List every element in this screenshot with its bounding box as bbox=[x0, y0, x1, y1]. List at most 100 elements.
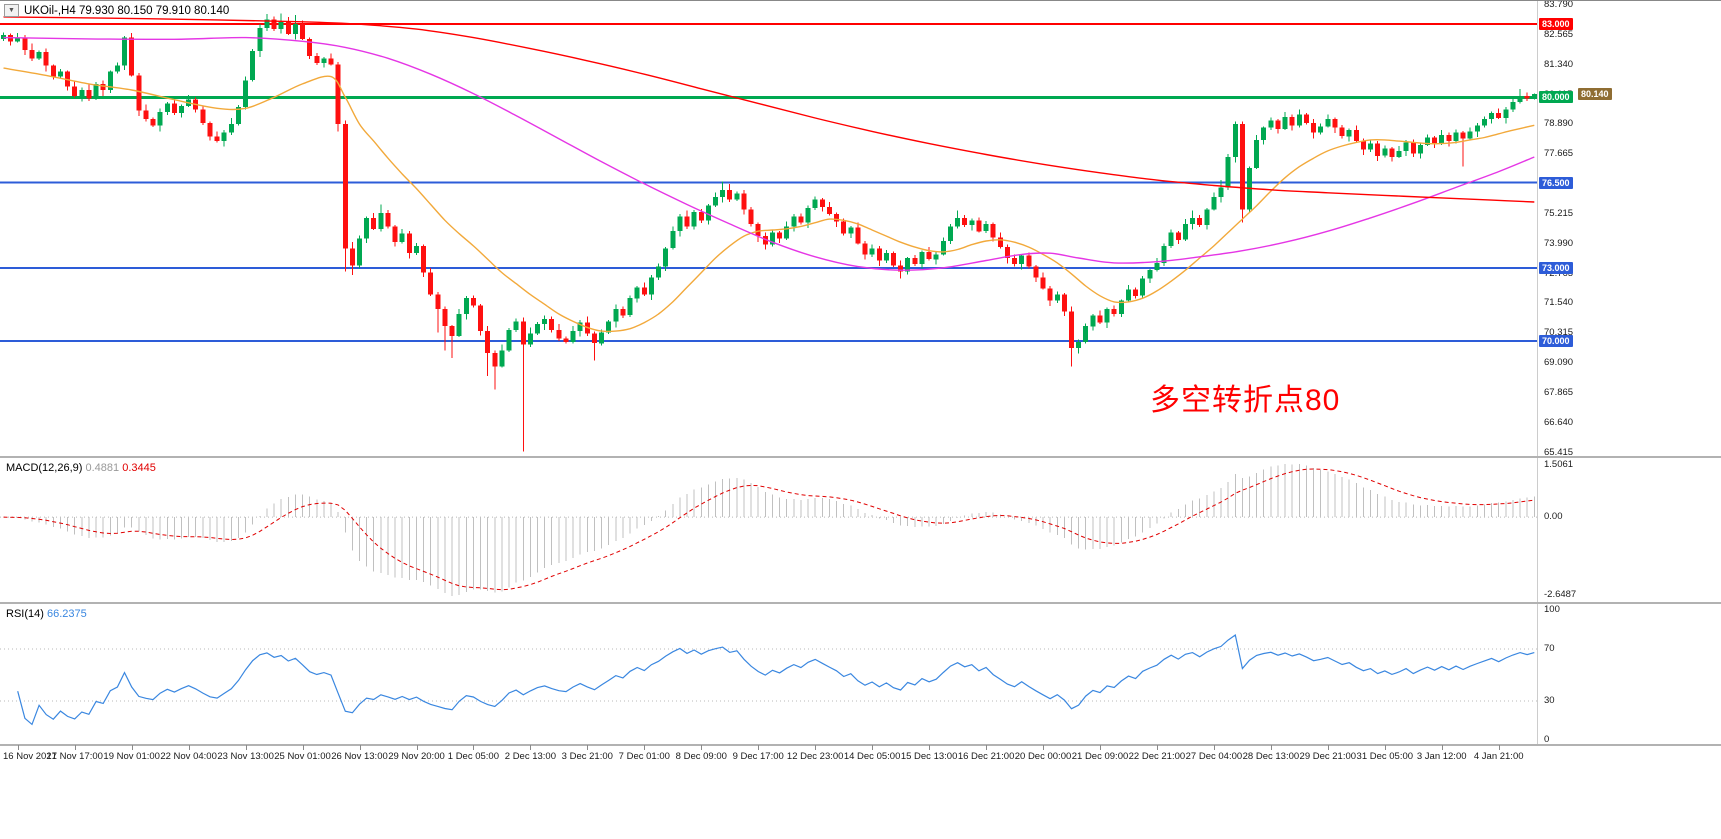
time-label: 2 Dec 13:00 bbox=[504, 751, 557, 762]
price-tick: 73.990 bbox=[1544, 237, 1574, 249]
price-tag-70.000: 70.000 bbox=[1539, 334, 1573, 347]
time-tick bbox=[530, 745, 532, 750]
time-label: 15 Dec 13:00 bbox=[900, 751, 958, 762]
price-tick: 78.890 bbox=[1544, 118, 1574, 130]
price-tick: 70.315 bbox=[1544, 327, 1574, 339]
rsi-tick-0: 0 bbox=[1544, 734, 1550, 745]
price-tag-80.000: 80.000 bbox=[1539, 91, 1573, 104]
time-tick bbox=[929, 745, 931, 750]
time-label: 4 Jan 21:00 bbox=[1473, 751, 1524, 762]
macd-label-name: MACD(12,26,9) bbox=[6, 462, 83, 474]
panel-divider[interactable] bbox=[0, 744, 1721, 746]
time-label: 14 Dec 05:00 bbox=[843, 751, 901, 762]
one-click-trading-arrow[interactable]: ▼ bbox=[4, 4, 19, 17]
price-tag-73.000: 73.000 bbox=[1539, 261, 1573, 274]
panel-divider[interactable] bbox=[0, 602, 1721, 604]
time-tick bbox=[1498, 745, 1500, 750]
time-tick bbox=[986, 745, 988, 750]
time-label: 17 Nov 17:00 bbox=[46, 751, 103, 762]
time-tick bbox=[17, 745, 19, 750]
rsi-axis: 100 70 30 0 bbox=[1537, 604, 1721, 745]
time-label: 12 Dec 23:00 bbox=[786, 751, 844, 762]
axis-separator bbox=[1537, 1, 1538, 745]
time-tick bbox=[701, 745, 703, 750]
time-label: 21 Dec 09:00 bbox=[1071, 751, 1129, 762]
time-tick bbox=[1384, 745, 1386, 750]
fast-ma-line[interactable] bbox=[3, 67, 1535, 333]
time-tick bbox=[1270, 745, 1272, 750]
time-tick bbox=[815, 745, 817, 750]
time-tick bbox=[1100, 745, 1101, 750]
time-label: 22 Nov 04:00 bbox=[160, 751, 217, 762]
time-tick bbox=[245, 745, 247, 750]
time-tick bbox=[131, 745, 133, 750]
time-tick bbox=[587, 745, 589, 750]
slow-ma-line[interactable] bbox=[3, 16, 1535, 203]
price-tick: 71.540 bbox=[1544, 297, 1574, 309]
main-chart-canvas[interactable] bbox=[0, 1, 1537, 457]
rsi-label-name: RSI(14) bbox=[6, 608, 44, 620]
price-tick: 83.790 bbox=[1544, 0, 1574, 10]
macd-histogram bbox=[10, 464, 1535, 596]
price-tag-83.000: 83.000 bbox=[1539, 18, 1573, 31]
candlestick-series bbox=[1, 13, 1537, 452]
price-tick: 67.865 bbox=[1544, 386, 1574, 398]
time-label: 20 Dec 00:00 bbox=[1014, 751, 1072, 762]
time-label: 1 Dec 05:00 bbox=[447, 751, 500, 762]
macd-value-signal: 0.3445 bbox=[122, 462, 156, 474]
rsi-tick-70: 70 bbox=[1544, 643, 1555, 654]
time-label: 28 Dec 13:00 bbox=[1242, 751, 1300, 762]
rsi-line bbox=[17, 633, 1535, 726]
time-tick bbox=[473, 745, 475, 750]
time-label: 25 Nov 01:00 bbox=[274, 751, 331, 762]
time-label: 19 Nov 01:00 bbox=[103, 751, 160, 762]
time-label: 23 Nov 13:00 bbox=[217, 751, 274, 762]
time-tick bbox=[1156, 745, 1158, 750]
rsi-panel-canvas[interactable] bbox=[0, 604, 1537, 744]
time-label: 27 Dec 04:00 bbox=[1185, 751, 1243, 762]
time-label: 7 Dec 01:00 bbox=[618, 751, 670, 762]
time-label: 26 Nov 13:00 bbox=[331, 751, 388, 762]
time-label: 29 Dec 21:00 bbox=[1299, 751, 1357, 762]
time-tick bbox=[416, 745, 418, 750]
rsi-tick-30: 30 bbox=[1544, 695, 1555, 706]
time-tick bbox=[1213, 745, 1215, 750]
time-tick bbox=[302, 745, 304, 750]
time-label: 3 Jan 12:00 bbox=[1416, 751, 1467, 762]
time-tick bbox=[872, 745, 874, 750]
time-label: 8 Dec 09:00 bbox=[675, 751, 727, 762]
price-tick: 81.340 bbox=[1544, 58, 1574, 70]
price-tick: 75.215 bbox=[1544, 207, 1574, 219]
time-tick bbox=[644, 745, 646, 750]
time-label: 29 Nov 20:00 bbox=[388, 751, 445, 762]
medium-ma-line[interactable] bbox=[3, 36, 1535, 271]
panel-divider[interactable] bbox=[0, 456, 1721, 458]
macd-label: MACD(12,26,9) 0.4881 0.3445 bbox=[6, 462, 156, 474]
time-label: 22 Dec 21:00 bbox=[1128, 751, 1186, 762]
macd-value-main: 0.4881 bbox=[85, 462, 120, 474]
rsi-tick-100: 100 bbox=[1544, 604, 1560, 615]
rsi-value: 66.2375 bbox=[46, 608, 87, 620]
time-label: 31 Dec 05:00 bbox=[1356, 751, 1414, 762]
chart-annotation-text: 多空转折点80 bbox=[1150, 384, 1341, 417]
time-label: 16 Nov 2021 bbox=[3, 751, 57, 762]
time-tick bbox=[1327, 745, 1329, 750]
price-tick: 65.415 bbox=[1544, 446, 1574, 458]
time-tick bbox=[1043, 745, 1044, 750]
price-tick: 77.665 bbox=[1544, 148, 1574, 160]
macd-tick-min: -2.6487 bbox=[1544, 589, 1577, 600]
time-axis[interactable]: 16 Nov 2021 17 Nov 17:00 19 Nov 01:00 22 No… bbox=[0, 745, 1721, 837]
time-tick bbox=[1441, 745, 1443, 750]
current-price-tag: 80.140 bbox=[1578, 87, 1612, 100]
time-tick bbox=[74, 745, 76, 750]
time-tick bbox=[188, 745, 190, 750]
time-tick bbox=[758, 745, 760, 750]
time-label: 9 Dec 17:00 bbox=[732, 751, 784, 762]
symbol-quote: ▼ UKOil-,H4 79.930 80.150 79.910 80.140 bbox=[4, 4, 229, 17]
rsi-label: RSI(14) 66.2375 bbox=[6, 608, 87, 620]
macd-panel-canvas[interactable] bbox=[0, 458, 1537, 602]
macd-tick-zero: 0.00 bbox=[1544, 511, 1563, 523]
price-tick: 66.640 bbox=[1544, 416, 1574, 428]
time-label: 3 Dec 21:00 bbox=[561, 751, 613, 762]
